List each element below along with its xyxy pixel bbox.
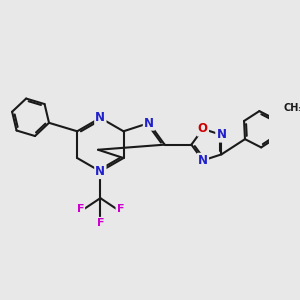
Text: O: O bbox=[198, 122, 208, 135]
Text: N: N bbox=[95, 111, 105, 124]
Text: N: N bbox=[216, 128, 226, 141]
Text: F: F bbox=[117, 204, 124, 214]
Text: N: N bbox=[95, 165, 105, 178]
Text: F: F bbox=[97, 218, 104, 228]
Text: N: N bbox=[198, 154, 208, 167]
Text: F: F bbox=[76, 204, 84, 214]
Text: CH₃: CH₃ bbox=[283, 103, 300, 113]
Text: N: N bbox=[144, 116, 154, 130]
